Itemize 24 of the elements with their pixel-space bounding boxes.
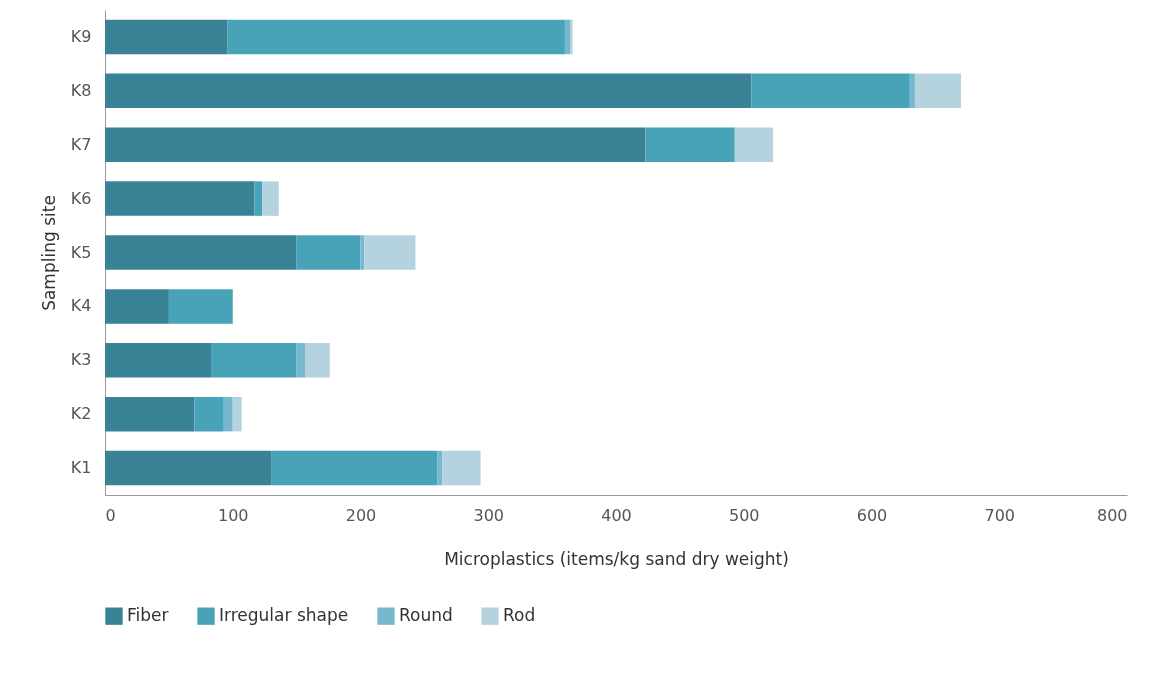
y-tick-label: K4 — [70, 296, 92, 316]
y-tick-label: K7 — [70, 134, 92, 154]
y-tick-label: K6 — [70, 188, 92, 208]
x-tick-label: 0 — [105, 505, 116, 525]
x-tick-label: 200 — [345, 505, 377, 525]
legend-label: Fiber — [127, 605, 169, 626]
x-axis-title: Microplastics (items/kg sand dry weight) — [444, 548, 789, 569]
legend-label: Round — [399, 605, 453, 626]
y-tick-label: K9 — [70, 26, 92, 46]
legend-label: Irregular shape — [219, 605, 349, 626]
x-tick-label: 500 — [728, 505, 760, 525]
x-tick-label: 600 — [856, 505, 888, 525]
y-tick-label: K8 — [70, 80, 92, 100]
x-tick-label: 400 — [601, 505, 632, 525]
x-tick-label: 100 — [217, 505, 249, 525]
legend-label: Rod — [503, 605, 536, 626]
x-tick-label: 800 — [1096, 505, 1128, 525]
y-tick-label: K1 — [70, 458, 92, 478]
y-tick-label: K3 — [70, 350, 92, 370]
x-tick-label: 300 — [473, 505, 505, 525]
y-tick-label: K5 — [70, 242, 92, 262]
x-tick-label: 700 — [984, 505, 1016, 525]
y-axis-title: Sampling site — [38, 195, 59, 311]
y-tick-label: K2 — [70, 404, 92, 424]
